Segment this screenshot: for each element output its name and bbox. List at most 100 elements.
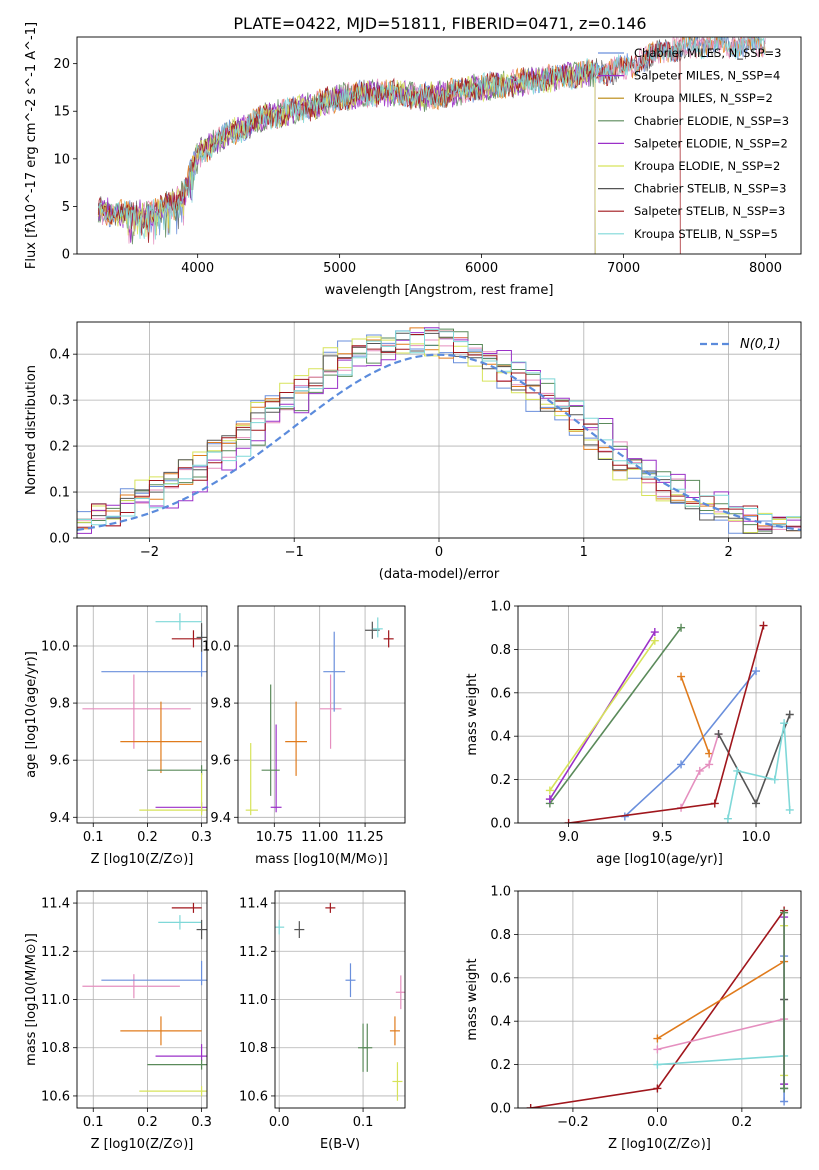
x-tick-label: 4000 [181,261,214,276]
series-path [549,627,682,804]
series-marker [526,1104,535,1108]
y-tick-label: 5 [62,200,70,215]
y-tick-label: 0.8 [490,643,511,658]
series-marker [677,623,686,632]
x-tick-label: 0.1 [353,1115,374,1130]
y-tick-label: 0.0 [490,1102,511,1117]
x-tick-label: −0.2 [557,1115,589,1130]
data-point [82,674,191,749]
series-line [677,672,714,758]
data-point [372,617,383,638]
data-point [82,974,180,999]
x-tick-label: 9.5 [652,830,673,845]
x-tick-label: 0.3 [191,1115,212,1130]
y-tick-label: 0.2 [490,773,511,788]
x-axis-label: age [log10(age/yr)] [596,852,723,867]
y-tick-label: 11.4 [239,897,268,912]
series-path [680,676,710,754]
series-marker [650,628,659,637]
y-tick-label: 1.0 [490,885,511,900]
x-tick-label: 0.2 [137,1115,158,1130]
series-marker [752,799,761,808]
series-line [723,719,794,823]
axes-frame [274,890,406,1109]
data-point [323,631,346,712]
data-point [120,701,202,774]
data-point [245,743,258,816]
y-tick-label: 9.4 [49,811,70,826]
plot-area [97,37,766,254]
data-point [345,963,356,998]
x-tick-label: 0.1 [83,830,104,845]
data-point [120,1016,202,1046]
x-tick-label: 0.0 [269,1115,290,1130]
series-marker [710,799,719,808]
y-tick-label: 0 [62,248,70,263]
axes-frame [237,605,406,824]
y-tick-label: 0.4 [490,730,511,745]
series-path [717,714,791,806]
y-tick-label: 11.0 [41,993,70,1008]
x-axis-label: E(B-V) [320,1137,360,1152]
panel-mass-vs-EBV: 0.0 0.1 10.6 10.8 11.0 11.2 11.4 E(B-V) [239,890,406,1152]
legend-label: Kroupa MILES, N_SSP=2 [634,91,773,105]
series-marker [723,814,732,823]
y-tick-label: 0.6 [490,686,511,701]
y-tick-label: 15 [53,105,70,120]
data-point [196,919,207,940]
x-tick-label: 10.0 [742,830,771,845]
series-marker [564,819,573,823]
data-point [158,915,202,930]
axes-frame [76,321,802,539]
axes-frame [517,890,802,1109]
data-point [285,701,307,776]
legend-label: N(0,1) [740,337,781,352]
x-axis-label: wavelength [Angstrom, rest frame] [325,283,554,298]
legend-label: Salpeter MILES, N_SSP=4 [634,69,780,83]
y-tick-label: 0.0 [490,817,511,832]
legend-label: Salpeter STELIB, N_SSP=3 [634,204,785,218]
x-axis-label: Z [log10(Z/Z⊙)] [608,1137,711,1152]
x-axis-label: (data-model)/error [379,567,500,582]
data-point [155,613,202,631]
plot-area [545,621,794,823]
y-tick-label: 0.8 [490,928,511,943]
data-point [261,684,280,796]
y-tick-label: 9.8 [210,697,231,712]
series-path [568,625,765,823]
x-axis-label: mass [log10(M/M⊙)] [255,852,388,867]
x-tick-label: 10.75 [256,830,293,845]
y-axis-label: mass weight [465,673,480,755]
x-tick-label: −1 [285,545,304,560]
plot-area [82,613,207,816]
y-axis-label: mass weight [465,958,480,1040]
y-tick-label: 10.0 [41,639,70,654]
plot-area [275,902,405,1101]
data-point [155,802,207,813]
data-point [147,1059,207,1070]
data-point [392,1062,403,1101]
series-marker [677,672,686,681]
y-tick-label: 0.4 [49,348,70,363]
panel-spectrum: 4000 5000 6000 7000 8000 0 5 10 15 20 wavelength [… [24,22,802,298]
x-tick-label: 9.0 [558,830,579,845]
histogram-step [77,328,801,534]
x-tick-label: 11.00 [301,830,338,845]
gaussian-curve [77,353,801,531]
plot-area [77,327,801,534]
legend-label: Kroupa ELODIE, N_SSP=2 [634,159,780,173]
y-axis-label: mass [log10(M/M⊙)] [24,933,39,1066]
data-point [155,1044,207,1062]
data-point [395,975,405,1010]
legend-label: Salpeter ELODIE, N_SSP=2 [634,136,788,150]
data-point [275,919,285,935]
y-tick-label: 9.6 [210,754,231,769]
x-tick-label: 0 [435,545,443,560]
data-point [294,921,305,939]
axes-frame [76,36,802,255]
y-axis-label: Normed distribution [24,365,39,495]
y-tick-label: 10.8 [41,1041,70,1056]
x-tick-label: 0.3 [191,830,212,845]
data-point [139,773,207,816]
